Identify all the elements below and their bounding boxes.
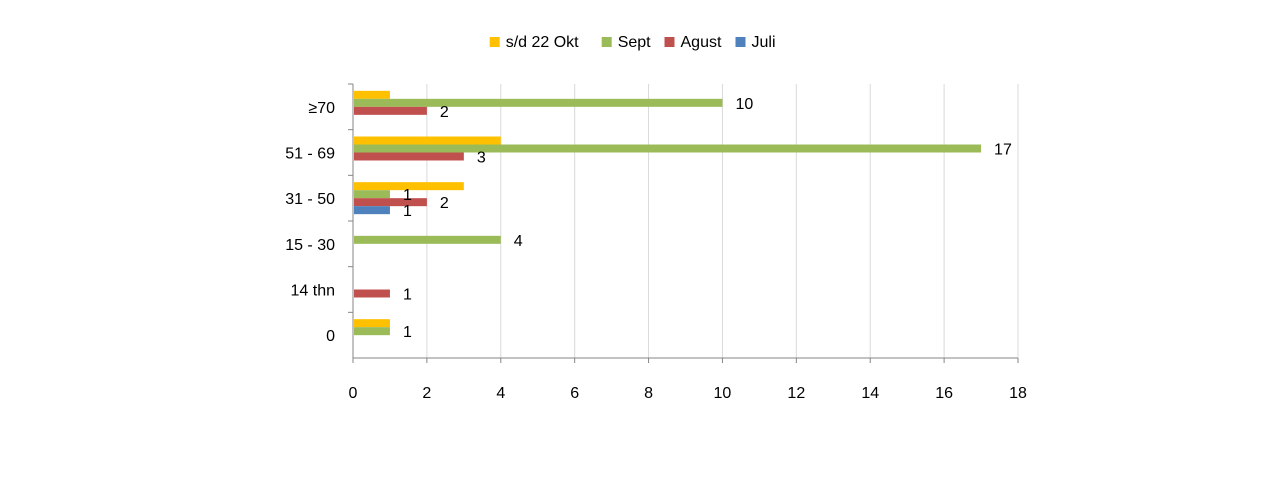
bar-s-d-22-okt-4 xyxy=(354,136,501,145)
x-tick-label: 4 xyxy=(496,385,505,402)
data-label: 1 xyxy=(403,287,412,304)
legend-item-sept: Sept xyxy=(601,34,651,51)
bar-agust-5 xyxy=(354,106,427,115)
x-tick-label: 8 xyxy=(644,385,653,402)
legend-label: Agust xyxy=(681,34,722,51)
bar-juli-3 xyxy=(354,206,390,215)
y-tick-label: ≥70 xyxy=(308,100,335,117)
data-label: 2 xyxy=(440,195,449,212)
gridlines xyxy=(426,84,1019,358)
y-tick-label: 51 - 69 xyxy=(285,146,335,163)
legend-swatch xyxy=(489,37,500,47)
bar-agust-1 xyxy=(354,289,390,298)
bars xyxy=(354,90,982,336)
x-tick-label: 0 xyxy=(349,385,358,402)
legend-swatch xyxy=(601,37,612,47)
legend-item-juli: Juli xyxy=(735,34,776,51)
legend-label: Juli xyxy=(752,34,776,51)
bar-agust-3 xyxy=(354,198,427,207)
x-tick-label: 18 xyxy=(1009,385,1027,402)
y-tick-label: 14 thn xyxy=(291,283,335,300)
bar-agust-4 xyxy=(354,152,464,161)
legend-swatch xyxy=(664,37,675,47)
data-label: 17 xyxy=(994,142,1012,159)
data-label: 4 xyxy=(514,233,523,250)
legend: s/d 22 Okt Sept Agust Juli xyxy=(489,34,776,51)
y-tick-label: 15 - 30 xyxy=(285,237,335,254)
x-tick-label: 2 xyxy=(422,385,431,402)
legend-label: s/d 22 Okt xyxy=(506,34,579,51)
y-tick-label: 31 - 50 xyxy=(285,191,335,208)
bar-s-d-22-okt-3 xyxy=(354,182,464,191)
x-tick-label: 10 xyxy=(714,385,732,402)
x-tick-label: 6 xyxy=(570,385,579,402)
bar-sept-3 xyxy=(354,190,390,199)
bar-s-d-22-okt-0 xyxy=(354,319,390,328)
legend-item-s-d-22-okt: s/d 22 Okt xyxy=(489,34,579,51)
data-label: 3 xyxy=(477,150,486,167)
legend-item-agust: Agust xyxy=(664,34,722,51)
bar-sept-2 xyxy=(354,235,501,244)
data-label: 10 xyxy=(735,96,753,113)
y-tick-label: 0 xyxy=(326,328,335,345)
data-label: 2 xyxy=(440,104,449,121)
data-label: 1 xyxy=(403,203,412,220)
data-label: 1 xyxy=(403,324,412,341)
bar-s-d-22-okt-5 xyxy=(354,90,390,99)
bar-sept-5 xyxy=(354,98,723,107)
legend-label: Sept xyxy=(618,34,651,51)
data-label: 1 xyxy=(403,187,412,204)
legend-swatch xyxy=(735,37,746,47)
x-tick-label: 16 xyxy=(935,385,953,402)
x-tick-label: 12 xyxy=(787,385,805,402)
bar-sept-0 xyxy=(354,327,390,336)
bar-sept-4 xyxy=(354,144,982,153)
x-tick-label: 14 xyxy=(861,385,879,402)
